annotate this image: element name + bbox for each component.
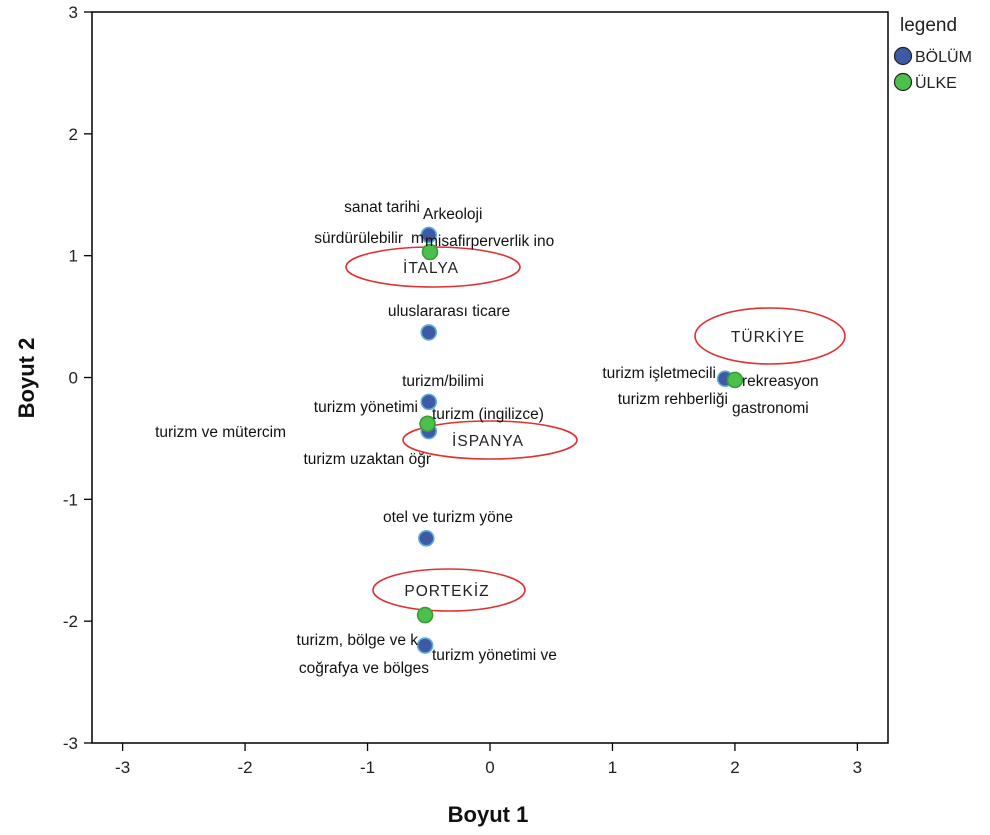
bolum-point [416, 637, 434, 654]
x-tick-label: -1 [360, 758, 375, 777]
country-ellipse [694, 307, 846, 365]
y-tick-label: -2 [63, 612, 78, 631]
country-ellipse [402, 420, 578, 460]
plot-frame [91, 11, 889, 744]
point-label: turizm yönetimi [314, 399, 418, 416]
legend-label-ulke: ÜLKE [915, 74, 957, 92]
data-points [416, 226, 744, 654]
point-label: turizm ve mütercim [155, 424, 286, 441]
country-label: İSPANYA [452, 432, 524, 450]
point-label: turizm işletmecili [602, 365, 716, 382]
ulke-point [416, 606, 434, 624]
x-tick-label: -3 [115, 758, 130, 777]
y-tick-label: 0 [69, 369, 78, 388]
x-tick-label: 2 [730, 758, 739, 777]
x-tick-label: 1 [608, 758, 617, 777]
point-label: misafirperverlik ino [425, 233, 554, 250]
y-axis-ticks: 3 2 1 0 -1 -2 -3 [63, 3, 92, 753]
point-label: sürdürülebilir [314, 230, 403, 247]
point-label: rekreasyon [742, 373, 819, 390]
country-ellipses: İTALYA İSPANYA TÜRKİYE PORTEKİZ [345, 246, 846, 612]
legend-title: legend [900, 15, 957, 36]
point-label: turizm/bilimi [402, 373, 484, 390]
point-label: uluslararası ticare [388, 303, 510, 320]
legend-label-bolum: BÖLÜM [915, 48, 972, 66]
y-axis-title: Boyut 2 [14, 338, 39, 419]
point-label: Arkeoloji [423, 206, 482, 223]
country-label: İTALYA [403, 259, 459, 277]
y-tick-label: 3 [69, 3, 78, 22]
point-label: gastronomi [732, 400, 809, 417]
country-ellipse [372, 568, 526, 612]
point-label: m [411, 230, 424, 247]
bolum-point [420, 324, 438, 341]
point-labels: sanat tarihi Arkeoloji sürdürülebilir m misa… [155, 199, 819, 677]
ulke-point [726, 371, 744, 389]
point-label: turizm (ingilizce) [432, 406, 544, 423]
legend-marker-bolum [893, 46, 913, 66]
y-tick-label: 1 [69, 247, 78, 266]
legend-marker-ulke [893, 72, 913, 92]
y-tick-label: 2 [69, 125, 78, 144]
point-label: coğrafya ve bölges [299, 660, 429, 677]
x-axis-title: Boyut 1 [448, 802, 529, 827]
point-label: turizm yönetimi ve [432, 647, 557, 664]
ulke-point [419, 415, 436, 433]
y-tick-label: -3 [63, 734, 78, 753]
x-axis-ticks: -3 -2 -1 0 1 2 3 [115, 743, 862, 777]
ulke-point [421, 243, 439, 261]
point-label: turizm, bölge ve k [297, 632, 419, 649]
point-label: turizm rehberliği [618, 391, 728, 408]
bolum-point [420, 393, 438, 411]
x-tick-label: 0 [485, 758, 494, 777]
country-label: TÜRKİYE [731, 328, 805, 346]
x-tick-label: 3 [853, 758, 862, 777]
point-label: otel ve turizm yöne [383, 509, 513, 526]
point-label: turizm uzaktan öğr [304, 451, 432, 468]
bolum-point [418, 530, 435, 547]
point-label: sanat tarihi [344, 199, 420, 216]
legend: legend BÖLÜM ÜLKE [893, 15, 972, 92]
x-tick-label: -2 [238, 758, 253, 777]
y-tick-label: -1 [63, 490, 78, 509]
country-label: PORTEKİZ [404, 582, 489, 600]
bolum-point [420, 226, 438, 244]
